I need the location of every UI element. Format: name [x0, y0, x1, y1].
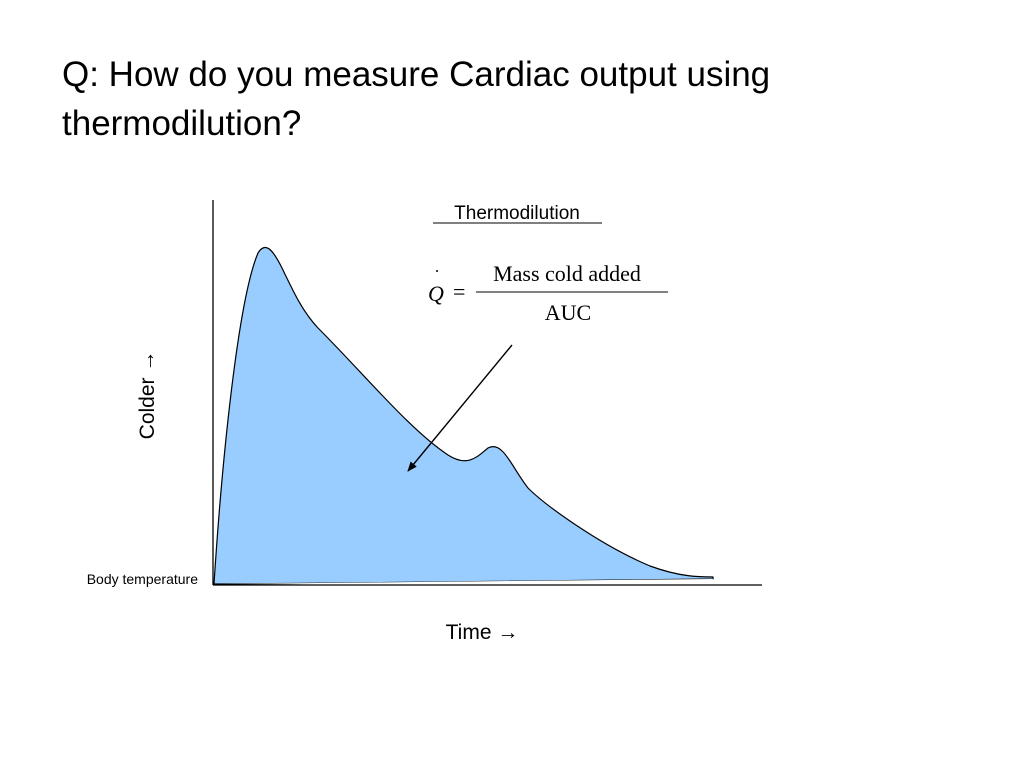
equation-equals: = [453, 279, 465, 304]
x-axis-label: Time → [446, 621, 519, 644]
slide-question: Q: How do you measure Cardiac output usi… [62, 55, 771, 143]
y-axis-label: Colder → [136, 351, 159, 440]
q-dot [436, 270, 438, 272]
equation-lhs: Q [428, 281, 444, 306]
baseline-label: Body temperature [87, 571, 198, 587]
pointer-arrow [407, 344, 513, 472]
equation-numerator: Mass cold added [493, 261, 641, 286]
equation-denominator: AUC [545, 300, 591, 325]
diagram-title: Thermodilution [454, 203, 580, 224]
cardiac-output-equation: Q = Mass cold added AUC [428, 261, 668, 325]
baseline-gap [214, 579, 713, 584]
